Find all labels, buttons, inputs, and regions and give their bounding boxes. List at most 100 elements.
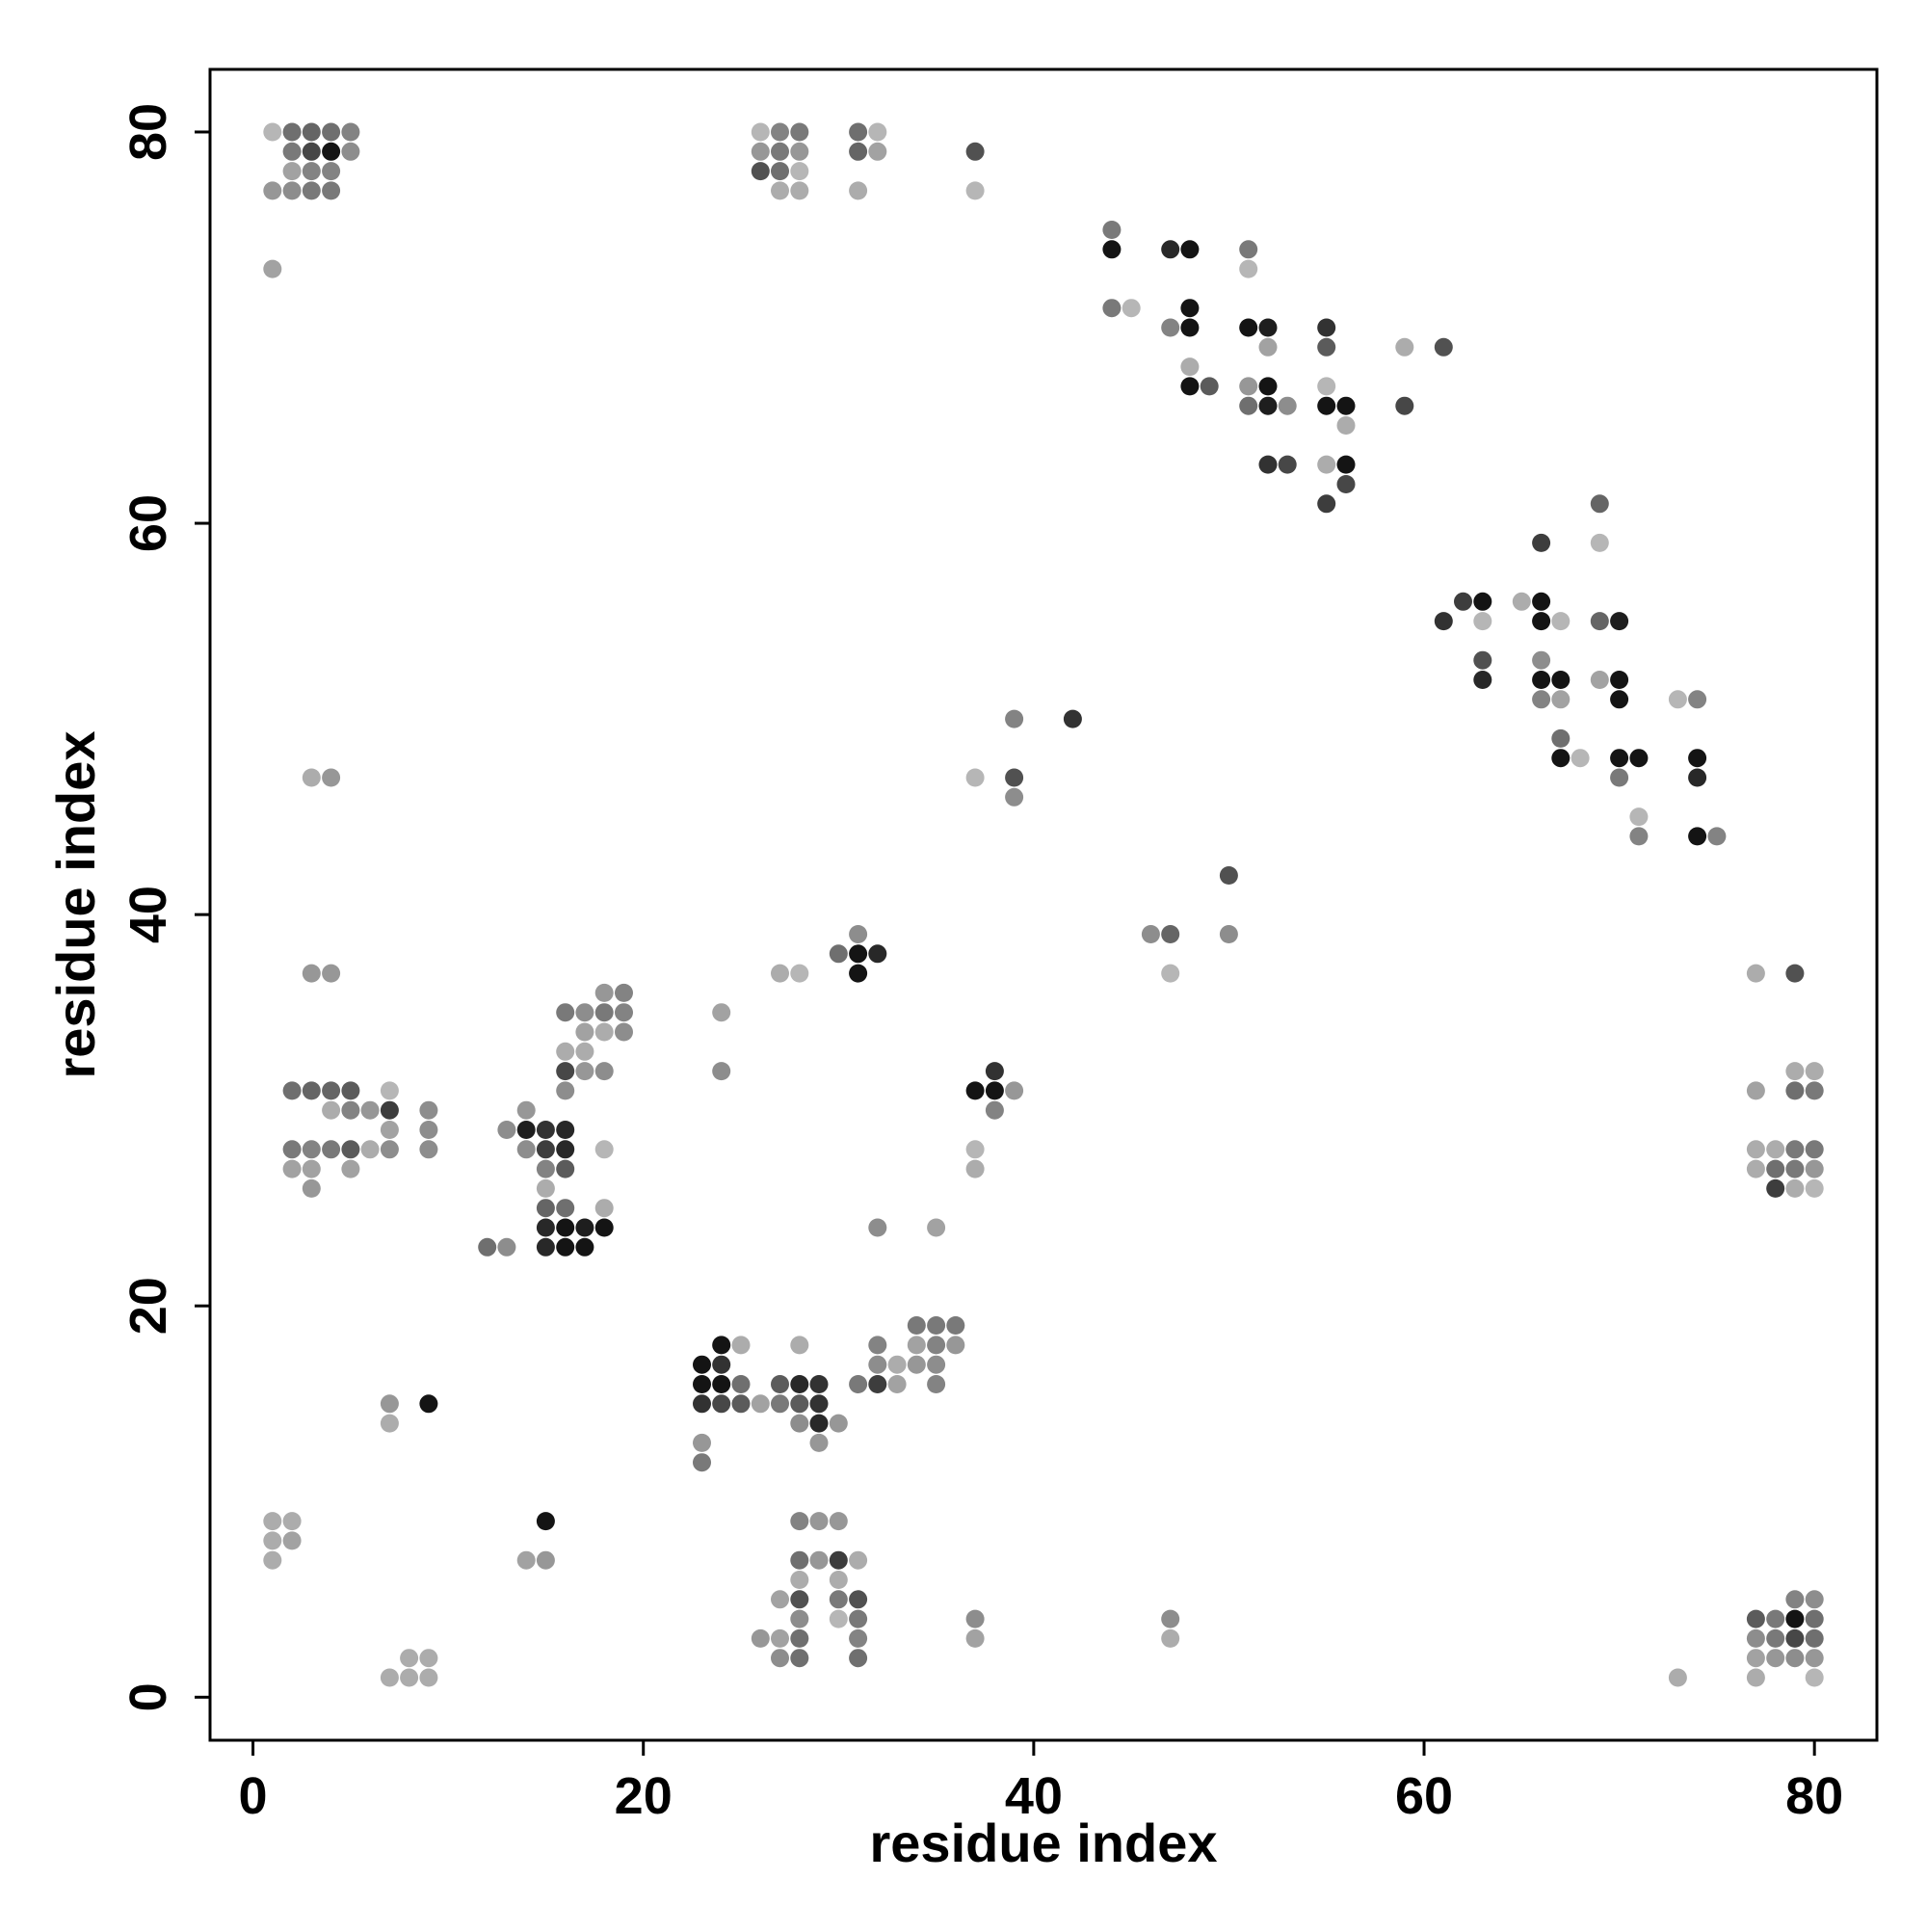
y-tick-label-40: 40 [119, 886, 177, 943]
contact-point-28-3 [790, 1628, 809, 1648]
contact-point-2-78 [282, 162, 302, 181]
contact-point-55-63 [1317, 455, 1336, 474]
contact-point-36-19 [946, 1316, 965, 1335]
contact-point-5-31 [341, 1081, 360, 1100]
contact-point-56-63 [1336, 455, 1356, 474]
contact-point-66-59 [1532, 533, 1551, 552]
contact-point-80-5 [1805, 1590, 1824, 1609]
contact-point-39-31 [1005, 1081, 1024, 1100]
contact-point-29-13 [809, 1433, 829, 1452]
contact-point-23-12 [693, 1453, 711, 1472]
contact-point-67-48 [1551, 749, 1571, 768]
contact-point-80-3 [1805, 1628, 1824, 1648]
contact-point-28-78 [790, 162, 809, 181]
contact-point-28-2 [790, 1649, 809, 1668]
contact-point-24-15 [712, 1394, 731, 1414]
contact-point-44-71 [1102, 299, 1122, 318]
contact-point-3-77 [302, 181, 321, 200]
contact-point-24-17 [712, 1355, 731, 1374]
contact-point-79-37 [1785, 964, 1805, 983]
contact-point-18-28 [594, 1140, 614, 1159]
x-tick-label-0: 0 [239, 1767, 268, 1825]
contact-point-4-30 [322, 1100, 341, 1120]
contact-point-28-7 [790, 1550, 809, 1570]
contact-point-51-70 [1239, 318, 1258, 337]
contact-point-23-15 [693, 1394, 711, 1414]
contact-point-75-44 [1707, 827, 1727, 846]
contact-point-32-17 [868, 1355, 887, 1374]
contact-point-26-80 [751, 122, 770, 142]
contact-point-59-69 [1395, 337, 1414, 357]
contact-point-3-79 [302, 142, 321, 161]
contact-point-26-79 [751, 142, 770, 161]
contact-point-25-18 [731, 1336, 751, 1355]
contact-point-35-17 [927, 1355, 946, 1374]
contact-point-3-26 [302, 1178, 321, 1198]
contact-point-8-1 [400, 1668, 419, 1687]
contact-point-29-9 [809, 1512, 829, 1531]
contact-point-79-28 [1785, 1140, 1805, 1159]
contact-point-74-44 [1688, 827, 1707, 846]
contact-point-2-31 [282, 1081, 302, 1100]
contact-point-70-48 [1610, 749, 1629, 768]
contact-point-9-29 [419, 1121, 438, 1139]
contact-point-14-29 [516, 1121, 536, 1139]
contact-point-78-27 [1766, 1159, 1785, 1178]
contact-point-35-24 [927, 1218, 946, 1237]
contact-point-19-36 [615, 983, 633, 1002]
contact-point-31-77 [849, 181, 868, 200]
contact-point-3-47 [302, 768, 321, 787]
contact-point-63-53 [1473, 650, 1492, 670]
contact-point-1-8 [263, 1531, 282, 1550]
contact-point-46-39 [1141, 925, 1160, 943]
contact-point-34-17 [907, 1355, 926, 1374]
contact-point-73-51 [1668, 690, 1687, 709]
contact-point-17-33 [575, 1042, 594, 1061]
contact-point-47-4 [1161, 1609, 1180, 1628]
contact-point-7-29 [380, 1121, 399, 1139]
contact-point-42-50 [1063, 709, 1082, 728]
contact-point-5-28 [341, 1140, 360, 1159]
contact-point-28-15 [790, 1394, 809, 1414]
contact-point-28-80 [790, 122, 809, 142]
contact-point-16-29 [556, 1121, 575, 1139]
contact-point-47-3 [1161, 1628, 1180, 1648]
contact-point-44-75 [1102, 221, 1122, 239]
contact-point-3-78 [302, 162, 321, 181]
contact-point-5-27 [341, 1159, 360, 1178]
contact-point-16-27 [556, 1159, 575, 1178]
contact-point-74-48 [1688, 749, 1707, 768]
contact-point-47-74 [1161, 240, 1180, 259]
contact-point-28-14 [790, 1414, 809, 1433]
contact-point-15-29 [536, 1121, 555, 1139]
contact-point-14-7 [516, 1550, 536, 1570]
contact-point-8-2 [400, 1649, 419, 1668]
contact-point-16-35 [556, 1003, 575, 1022]
contact-point-80-26 [1805, 1178, 1824, 1198]
contact-point-52-63 [1258, 455, 1278, 474]
contact-point-30-4 [829, 1609, 848, 1628]
contact-point-39-47 [1005, 768, 1024, 787]
contact-point-48-68 [1180, 357, 1200, 377]
contact-point-16-31 [556, 1081, 575, 1100]
contact-point-30-6 [829, 1571, 848, 1589]
contact-point-9-30 [419, 1100, 438, 1120]
contact-point-17-32 [575, 1062, 594, 1081]
contact-point-23-16 [693, 1375, 711, 1393]
contact-point-35-16 [927, 1375, 946, 1393]
contact-point-37-28 [965, 1140, 985, 1159]
y-axis-ticks: 0 20 40 60 80 [119, 103, 210, 1711]
contact-point-80-1 [1805, 1668, 1824, 1687]
contact-point-37-31 [965, 1081, 985, 1100]
contact-point-17-24 [575, 1218, 594, 1237]
contact-point-78-4 [1766, 1609, 1785, 1628]
contact-point-29-14 [809, 1414, 829, 1433]
contact-point-19-35 [615, 1003, 633, 1022]
y-tick-label-60: 60 [119, 494, 177, 552]
contact-point-30-5 [829, 1590, 848, 1609]
contact-point-1-80 [263, 122, 282, 142]
contact-point-47-37 [1161, 964, 1180, 983]
contact-point-16-23 [556, 1237, 575, 1257]
contact-point-63-52 [1473, 671, 1492, 689]
